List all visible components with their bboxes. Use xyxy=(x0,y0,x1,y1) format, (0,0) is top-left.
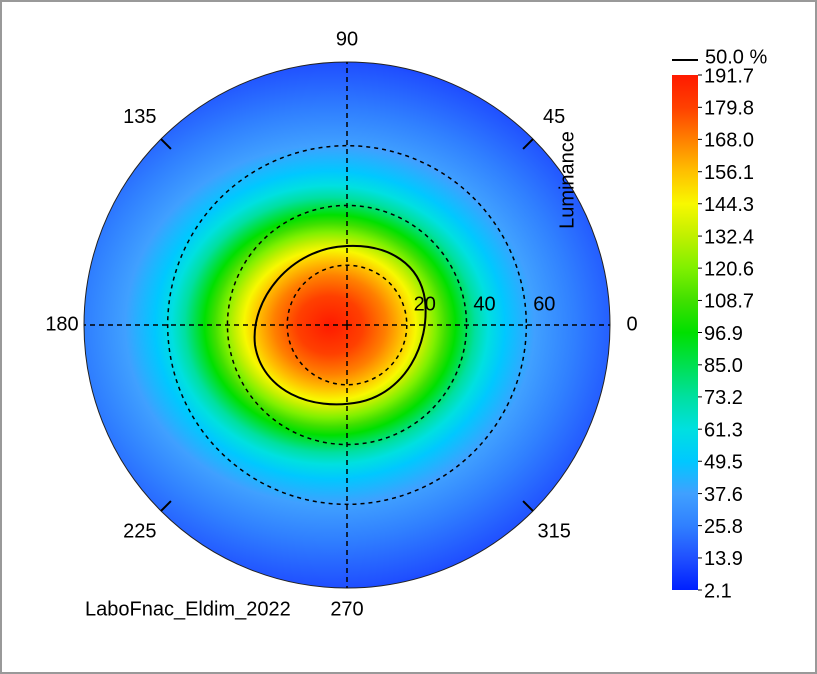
colorbar-tick-label: 132.4 xyxy=(704,226,754,248)
colorbar-tick-label: 13.9 xyxy=(704,548,743,570)
angle-tick xyxy=(522,138,534,150)
overlay: 20 40 60 0 45 90 135 180 225 270 315 xyxy=(45,28,698,620)
colorbar-tick-label: 179.8 xyxy=(704,98,754,120)
colorbar-tick-label: 191.7 xyxy=(704,65,754,87)
colorbar-label: Luminance xyxy=(556,131,578,229)
colorbar-tick-label: 156.1 xyxy=(704,162,754,184)
colorbar-tick-label: 168.0 xyxy=(704,130,754,152)
colorbar-tick-label: 120.6 xyxy=(704,258,754,280)
colorbar-tick-label: 2.1 xyxy=(704,580,732,602)
colorbar-tick-label: 49.5 xyxy=(704,452,743,474)
contour-line xyxy=(253,244,427,406)
angle-tick xyxy=(160,500,172,512)
radial-grid xyxy=(166,144,528,506)
angle-tick xyxy=(522,500,534,512)
angle-tick-label: 135 xyxy=(123,106,156,128)
colorbar-tick-label: 144.3 xyxy=(704,194,754,216)
colorbar-tick-label: 108.7 xyxy=(704,291,754,313)
colorbar xyxy=(672,75,698,590)
angle-tick-label: 180 xyxy=(45,313,78,335)
angle-tick-label: 0 xyxy=(626,313,637,335)
colorbar-tick-label: 61.3 xyxy=(704,419,743,441)
colorbar-tick-label: 73.2 xyxy=(704,387,743,409)
colorbar-tick-label: 37.6 xyxy=(704,484,743,506)
radial-tick-label: 20 xyxy=(414,293,436,315)
contour-label: 50.0 % xyxy=(705,46,767,68)
footer: LaboFnac_Eldim_2022 xyxy=(85,598,291,620)
angle-tick-label: 45 xyxy=(543,106,565,128)
colorbar-tick-label: 96.9 xyxy=(704,323,743,345)
heat-field xyxy=(84,62,610,588)
radial-tick-label: 40 xyxy=(473,293,495,315)
radial-tick-label: 60 xyxy=(533,293,555,315)
angle-tick xyxy=(160,138,172,150)
colorbar-tick-label: 25.8 xyxy=(704,516,743,538)
angle-tick-label: 225 xyxy=(123,520,156,542)
angle-tick-label: 90 xyxy=(336,28,358,50)
angle-tick-label: 315 xyxy=(537,520,570,542)
colorbar-tick-label: 85.0 xyxy=(704,355,743,377)
angle-tick-label: 270 xyxy=(330,598,363,620)
radial-grid xyxy=(286,264,408,386)
